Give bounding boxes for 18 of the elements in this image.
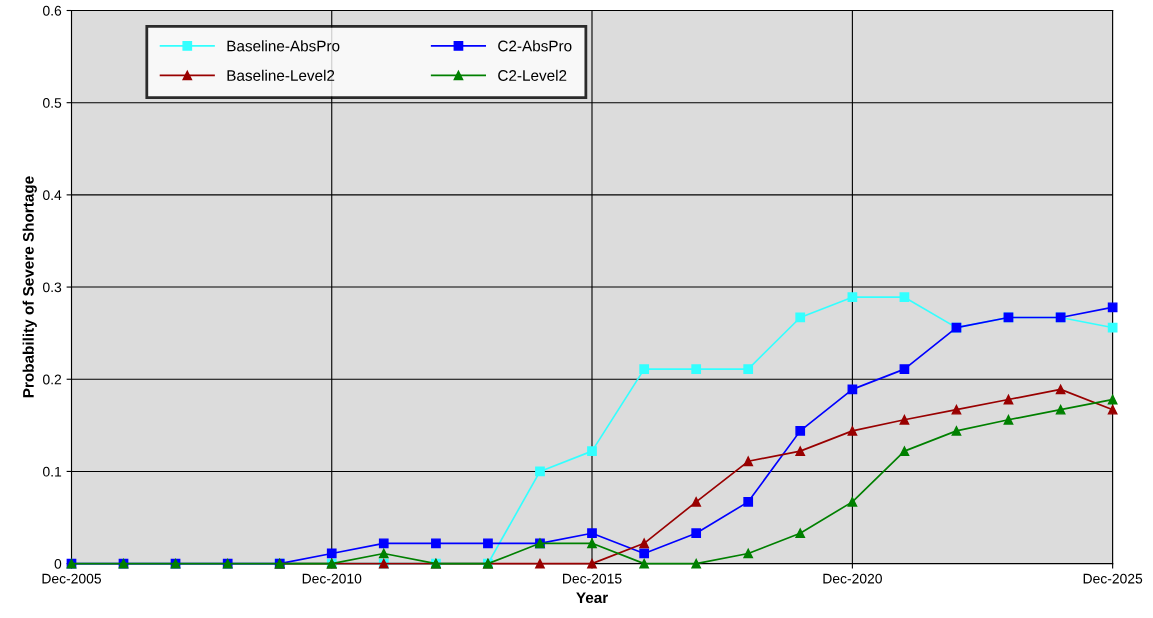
x-axis-title: Year (576, 592, 608, 604)
x-tick-label: Dec-2025 (1083, 573, 1143, 584)
x-tick-label: Dec-2005 (42, 573, 102, 584)
y-tick-label: 0.3 (43, 282, 62, 293)
legend-label: Baseline-AbsPro (227, 40, 340, 52)
y-tick-label: 0 (54, 558, 62, 569)
x-tick-label: Dec-2015 (563, 573, 622, 584)
legend-label: Baseline-Level2 (227, 69, 335, 81)
legend-label: C2-Level2 (498, 69, 567, 81)
x-tick-label: Dec-2010 (302, 573, 362, 584)
y-tick-label: 0.2 (43, 374, 62, 385)
y-tick-label: 0.6 (43, 5, 62, 16)
y-axis-title: Probability of Severe Shortage (22, 176, 37, 398)
legend-label: C2-AbsPro (498, 40, 572, 52)
y-tick-label: 0.4 (43, 190, 62, 201)
y-tick-label: 0.5 (43, 98, 62, 108)
y-tick-label: 0.1 (43, 466, 62, 477)
x-tick-label: Dec-2020 (823, 573, 882, 584)
